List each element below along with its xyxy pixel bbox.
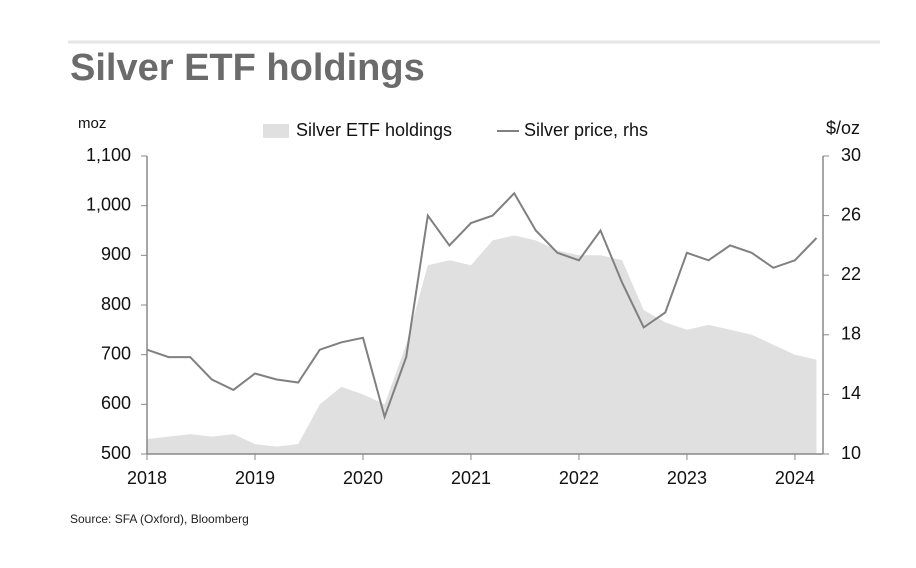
y-tick-label: 800 bbox=[101, 294, 131, 314]
legend-swatch bbox=[263, 124, 289, 138]
source-note: Source: SFA (Oxford), Bloomberg bbox=[70, 512, 249, 526]
x-tick-label: 2019 bbox=[235, 468, 275, 488]
y-tick-label: 500 bbox=[101, 443, 131, 463]
y2-tick-label: 14 bbox=[841, 383, 861, 403]
y-tick-label: 600 bbox=[101, 393, 131, 413]
y-tick-label: 1,100 bbox=[86, 145, 131, 165]
x-tick-label: 2024 bbox=[775, 468, 815, 488]
y-axis-label: moz bbox=[78, 115, 106, 132]
legend-label: Silver ETF holdings bbox=[296, 120, 452, 140]
legend-label: Silver price, rhs bbox=[524, 120, 648, 140]
y2-axis-label: $/oz bbox=[826, 118, 860, 138]
x-tick-label: 2022 bbox=[559, 468, 599, 488]
chart-title: Silver ETF holdings bbox=[70, 47, 425, 89]
y-tick-label: 700 bbox=[101, 343, 131, 363]
line bbox=[146, 191, 818, 421]
y2-tick-label: 22 bbox=[841, 264, 861, 284]
x-tick-label: 2021 bbox=[451, 468, 491, 488]
y2-tick-label: 10 bbox=[841, 443, 861, 463]
area bbox=[147, 235, 817, 454]
x-tick-label: 2018 bbox=[127, 468, 167, 488]
y2-tick-label: 26 bbox=[841, 204, 861, 224]
y-tick-label: 1,000 bbox=[86, 194, 131, 214]
y2-tick-label: 18 bbox=[841, 324, 861, 344]
x-tick-label: 2023 bbox=[667, 468, 707, 488]
y2-tick-label: 30 bbox=[841, 145, 861, 165]
x-tick-label: 2020 bbox=[343, 468, 383, 488]
y-tick-label: 900 bbox=[101, 244, 131, 264]
